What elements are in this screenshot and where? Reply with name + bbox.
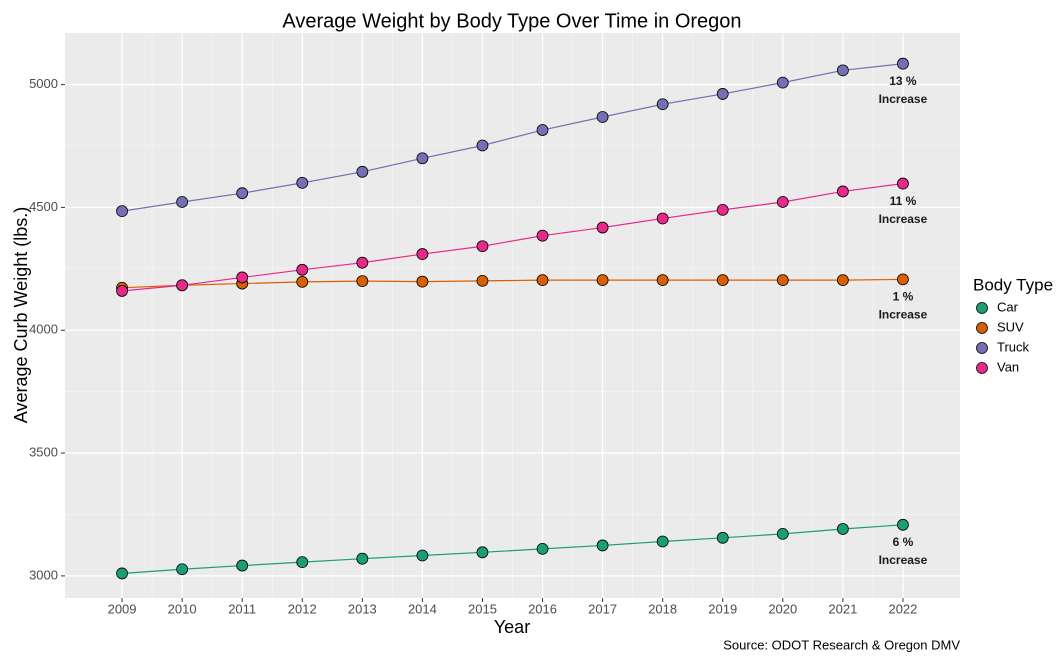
legend-swatch [976,362,988,374]
annotation: Increase [879,308,928,322]
data-point [897,177,909,190]
data-point [416,152,429,165]
caption: Source: ODOT Research & Oregon DMV [723,637,960,652]
data-point [776,196,789,208]
data-point [116,285,128,297]
x-tick-label: 2009 [108,601,137,616]
data-point [836,523,849,535]
data-point [236,559,249,572]
data-point [476,240,489,253]
annotation: Increase [879,92,928,106]
data-point [476,139,489,152]
data-point [536,542,549,555]
x-tick-label: 2015 [468,601,497,616]
data-point [356,256,369,269]
data-point [776,76,789,89]
data-point [296,176,309,189]
x-tick-label: 2019 [708,601,737,616]
x-tick-label: 2013 [348,601,377,616]
series-line [121,63,904,212]
data-point [897,57,909,70]
data-point [116,205,128,217]
data-point [776,274,789,287]
data-point [296,556,309,569]
x-tick-label: 2014 [408,601,437,616]
y-tick-label: 3000 [29,567,58,582]
data-point [116,567,128,580]
data-point [656,274,669,287]
data-point [596,221,609,234]
data-point [596,274,609,287]
data-point [596,539,609,552]
data-point [716,274,729,287]
data-point [716,88,729,100]
legend-label: Car [997,299,1019,314]
annotation: Increase [879,553,928,567]
data-point [836,64,849,77]
series-line [122,182,904,292]
y-tick-label: 4500 [29,199,58,214]
annotation: 1 % [893,290,914,304]
annotation: 13 % [889,74,917,88]
data-point [296,275,309,288]
data-point [536,274,549,287]
data-point [296,263,309,276]
x-tick-label: 2016 [528,601,557,616]
data-point [536,229,549,242]
legend-swatch [976,302,988,314]
y-tick-label: 4000 [29,322,58,337]
data-point [776,527,789,540]
data-point [356,165,369,178]
data-point [416,549,429,562]
data-point [416,248,429,260]
data-point [836,185,849,198]
annotation: 11 % [890,194,917,208]
data-point [476,274,489,287]
x-tick-label: 2021 [828,601,857,616]
y-axis-label: Average Curb Weight (lbs.) [11,207,31,423]
legend-swatch [976,322,988,334]
data-point [716,531,729,544]
legend-swatch [976,342,988,354]
data-point [836,274,849,287]
x-tick-label: 2011 [228,601,256,616]
chart-title: Average Weight by Body Type Over Time in… [282,10,741,32]
x-axis-label: Year [494,617,530,637]
data-point [476,546,489,559]
data-point [596,111,609,123]
data-point [356,275,369,288]
data-point [236,271,249,284]
annotation: Increase [879,212,928,226]
y-tick-label: 3500 [29,445,58,460]
data-point [897,273,909,286]
x-tick-label: 2012 [288,601,317,616]
x-tick-label: 2020 [768,601,797,616]
data-point [897,518,909,531]
legend-label: Van [997,359,1019,374]
legend-label: SUV [997,319,1024,334]
data-point [656,212,669,225]
data-point [176,279,189,292]
data-point [236,187,249,200]
legend-label: Truck [997,339,1030,354]
data-point [656,535,669,548]
data-point [356,552,369,565]
x-tick-label: 2018 [648,601,677,616]
x-tick-label: 2017 [588,601,617,616]
annotation: 6 % [893,535,914,549]
data-point [176,563,189,576]
data-point [176,196,189,208]
series-line [122,524,903,575]
x-tick-label: 2010 [168,601,197,616]
x-tick-label: 2022 [888,601,917,616]
series-line [122,278,903,289]
data-point [416,275,429,288]
legend-title: Body Type [973,275,1053,294]
data-point [716,203,729,216]
data-point [656,98,669,111]
data-point [536,124,549,136]
y-tick-label: 5000 [29,76,58,91]
